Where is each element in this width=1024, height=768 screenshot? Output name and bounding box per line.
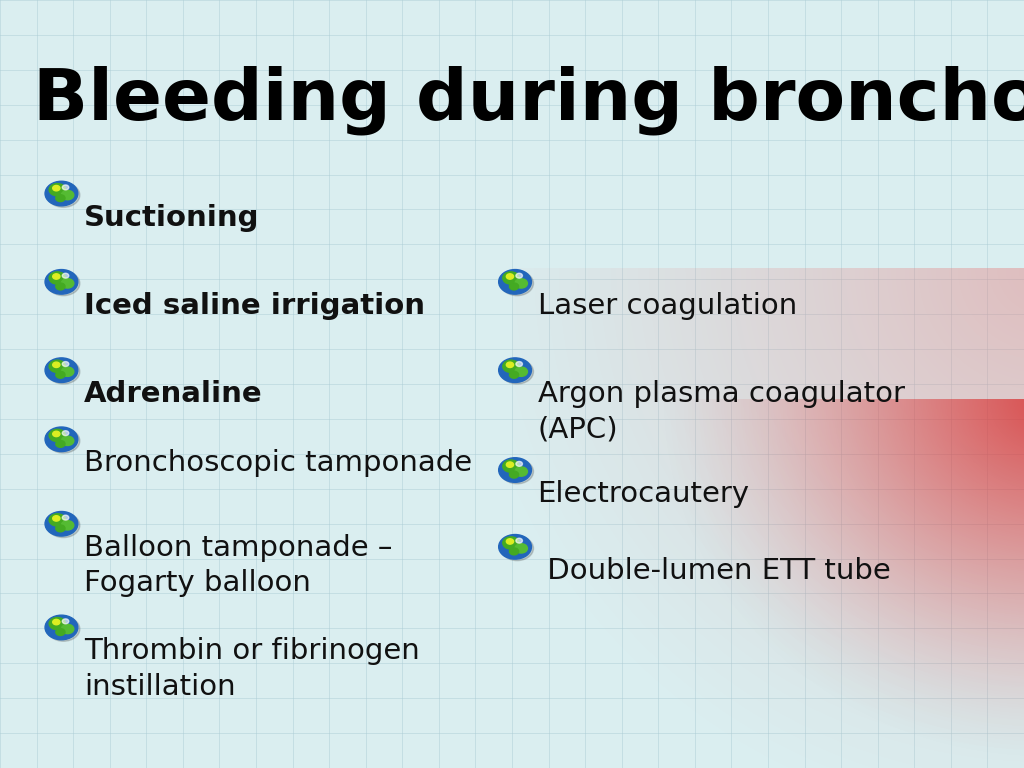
Circle shape (49, 184, 66, 196)
Circle shape (45, 427, 78, 452)
Circle shape (52, 362, 60, 368)
Circle shape (501, 459, 534, 484)
Circle shape (515, 279, 527, 288)
Circle shape (516, 462, 522, 466)
Circle shape (45, 615, 78, 640)
Circle shape (510, 472, 518, 478)
Circle shape (49, 514, 66, 526)
Circle shape (503, 272, 519, 284)
Circle shape (62, 515, 69, 520)
Circle shape (515, 467, 527, 476)
Text: Laser coagulation: Laser coagulation (538, 292, 797, 319)
Circle shape (510, 372, 518, 378)
Circle shape (47, 513, 80, 538)
Circle shape (499, 458, 531, 482)
Circle shape (45, 511, 78, 536)
Circle shape (516, 538, 522, 543)
Circle shape (499, 358, 531, 382)
Circle shape (52, 515, 60, 521)
Circle shape (49, 272, 66, 284)
Circle shape (501, 359, 534, 384)
Text: Bronchoscopic tamponade: Bronchoscopic tamponade (84, 449, 472, 477)
Circle shape (47, 271, 80, 296)
Circle shape (516, 273, 522, 278)
Circle shape (61, 521, 74, 530)
Text: Suctioning: Suctioning (84, 204, 259, 231)
Circle shape (510, 283, 518, 290)
Text: Iced saline irrigation: Iced saline irrigation (84, 292, 425, 319)
Circle shape (503, 360, 519, 372)
Circle shape (61, 624, 74, 634)
Circle shape (515, 367, 527, 376)
Circle shape (61, 279, 74, 288)
Text: Electrocautery: Electrocautery (538, 480, 750, 508)
Circle shape (56, 441, 65, 447)
Text: Argon plasma coagulator
(APC): Argon plasma coagulator (APC) (538, 380, 904, 444)
Circle shape (516, 362, 522, 366)
Circle shape (45, 181, 78, 206)
Text: Bleeding during bronchoscopy: Bleeding during bronchoscopy (33, 65, 1024, 134)
Circle shape (56, 525, 65, 531)
Circle shape (52, 185, 60, 191)
Circle shape (56, 372, 65, 378)
Circle shape (49, 617, 66, 630)
Circle shape (62, 185, 69, 190)
Circle shape (506, 273, 514, 280)
Circle shape (47, 429, 80, 453)
Circle shape (52, 431, 60, 437)
Circle shape (501, 271, 534, 296)
Circle shape (499, 535, 531, 559)
Circle shape (52, 619, 60, 625)
Circle shape (506, 462, 514, 468)
Circle shape (506, 362, 514, 368)
Text: Thrombin or fibrinogen
instillation: Thrombin or fibrinogen instillation (84, 637, 420, 701)
Circle shape (503, 460, 519, 472)
Circle shape (52, 273, 60, 280)
Circle shape (45, 270, 78, 294)
Circle shape (45, 358, 78, 382)
Circle shape (501, 536, 534, 561)
Circle shape (56, 629, 65, 635)
Text: Balloon tamponade –
Fogarty balloon: Balloon tamponade – Fogarty balloon (84, 534, 392, 598)
Circle shape (62, 619, 69, 624)
Circle shape (49, 429, 66, 442)
Circle shape (499, 270, 531, 294)
Circle shape (503, 537, 519, 549)
Circle shape (49, 360, 66, 372)
Circle shape (47, 617, 80, 641)
Circle shape (62, 273, 69, 278)
Text: Adrenaline: Adrenaline (84, 380, 262, 408)
Circle shape (56, 195, 65, 201)
Circle shape (47, 183, 80, 207)
Circle shape (62, 362, 69, 366)
Circle shape (62, 431, 69, 435)
Circle shape (506, 538, 514, 545)
Circle shape (61, 436, 74, 445)
Text: Double-lumen ETT tube: Double-lumen ETT tube (538, 557, 890, 584)
Circle shape (61, 190, 74, 200)
Circle shape (56, 283, 65, 290)
Circle shape (510, 548, 518, 554)
Circle shape (61, 367, 74, 376)
Circle shape (515, 544, 527, 553)
Circle shape (47, 359, 80, 384)
